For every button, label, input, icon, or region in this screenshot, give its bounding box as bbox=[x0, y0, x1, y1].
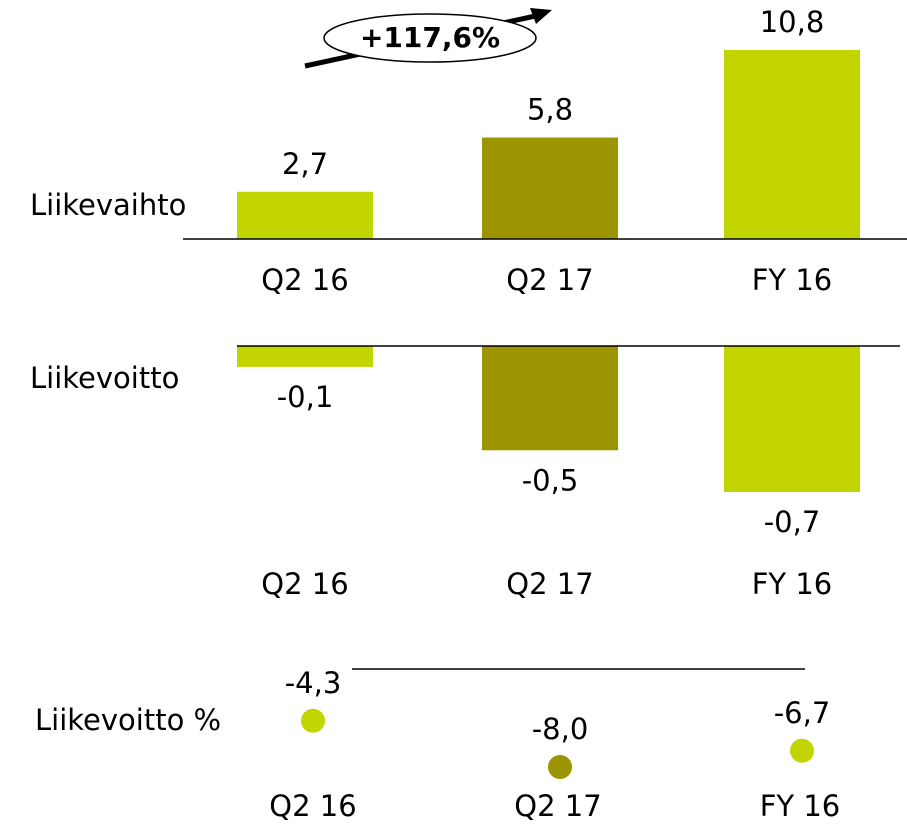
bar bbox=[482, 137, 618, 239]
category-label: Q2 16 bbox=[261, 263, 348, 297]
bar bbox=[724, 50, 860, 239]
dot bbox=[548, 755, 572, 779]
category-label: Q2 17 bbox=[506, 567, 593, 601]
panel-label: Liikevaihto bbox=[30, 188, 186, 222]
category-label: FY 16 bbox=[760, 789, 841, 823]
value-label: 10,8 bbox=[760, 5, 825, 39]
bar bbox=[482, 346, 618, 451]
annotation-ellipse bbox=[323, 13, 537, 63]
category-label: FY 16 bbox=[752, 263, 833, 297]
category-label: Q2 16 bbox=[269, 789, 356, 823]
value-label: 5,8 bbox=[527, 93, 573, 127]
value-label: -0,5 bbox=[522, 463, 579, 497]
category-label: Q2 16 bbox=[261, 567, 348, 601]
category-label: FY 16 bbox=[752, 567, 833, 601]
dot bbox=[790, 738, 814, 763]
annotation: +117,6% bbox=[360, 21, 500, 54]
value-label: -6,7 bbox=[774, 696, 831, 730]
arrow-head bbox=[530, 8, 552, 24]
panel-label: Liikevoitto bbox=[30, 361, 179, 395]
dot bbox=[301, 708, 325, 733]
value-label: -0,7 bbox=[764, 505, 821, 539]
category-label: Q2 17 bbox=[514, 789, 601, 823]
value-label: -0,1 bbox=[277, 380, 334, 414]
value-label: -4,3 bbox=[285, 666, 342, 700]
value-label: -8,0 bbox=[532, 712, 589, 746]
bar bbox=[237, 346, 373, 367]
value-label: 2,7 bbox=[282, 147, 328, 181]
category-label: Q2 17 bbox=[506, 263, 593, 297]
bar bbox=[724, 346, 860, 492]
bar bbox=[237, 191, 373, 239]
panel-label: Liikevoitto % bbox=[35, 703, 221, 737]
